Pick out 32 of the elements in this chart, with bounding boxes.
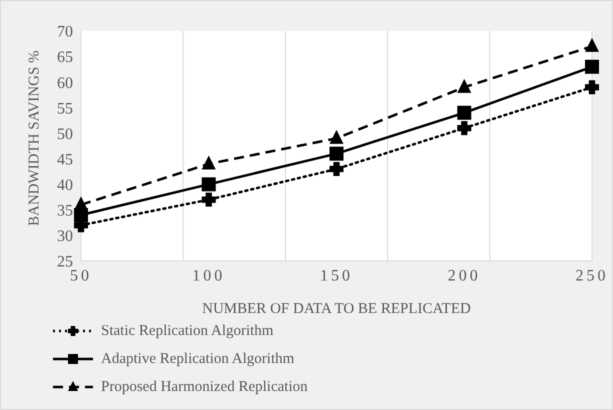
- x-tick-label: 50: [70, 267, 92, 284]
- point: [202, 177, 216, 192]
- point: [330, 130, 344, 144]
- y-tick-label: 50: [57, 126, 73, 143]
- point: [202, 155, 216, 170]
- point: [330, 162, 344, 176]
- y-tick-label: 65: [57, 49, 73, 66]
- y-tick-label: 35: [57, 202, 73, 220]
- x-tick-label: 250: [576, 267, 608, 284]
- y-tick-label: 70: [57, 24, 73, 41]
- x-tick-label: 200: [448, 267, 481, 284]
- point: [457, 121, 472, 136]
- y-axis-title: BANDWIDTH SAVINGS %: [26, 50, 42, 226]
- y-tick-label: 40: [57, 177, 73, 194]
- y-tick-label: 55: [57, 100, 73, 118]
- x-tick-label: 100: [192, 267, 226, 284]
- point: [585, 60, 599, 74]
- point: [330, 146, 344, 161]
- y-tick-label: 25: [57, 254, 73, 271]
- legend-label: Proposed Harmonized Replication: [101, 378, 308, 396]
- y-tick-label: 45: [57, 151, 73, 168]
- point: [585, 80, 599, 94]
- y-tick-label: 30: [57, 228, 73, 246]
- point: [457, 78, 472, 93]
- x-axis-title: NUMBER OF DATA TO BE REPLICATED: [202, 301, 472, 317]
- legend-label: Static Replication Algorithm: [101, 322, 274, 340]
- point: [457, 106, 472, 120]
- point: [202, 192, 216, 207]
- x-tick-label: 150: [320, 267, 353, 284]
- y-tick-label: 60: [57, 74, 73, 92]
- point: [585, 38, 599, 52]
- legend-label: Adaptive Replication Algorithm: [101, 350, 294, 368]
